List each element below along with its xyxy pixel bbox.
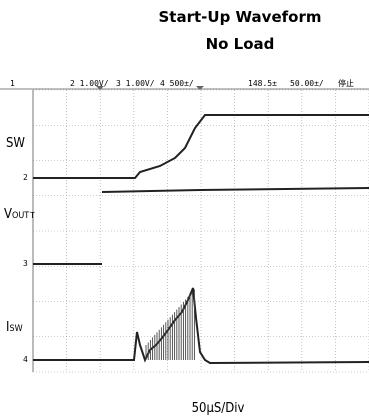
toolbar: 1 2 1.00V/ 3 1.00V/ 4 500±/ 148.5± 50.00… [0, 78, 369, 90]
toolbar-timebase: 50.00±/ [290, 79, 324, 88]
label-sw: SW [6, 136, 25, 151]
toolbar-ch3: 3 1.00V/ [116, 79, 155, 88]
grid [33, 89, 369, 373]
isw-burst [145, 289, 195, 360]
footer-timebase: 50µS/Div [192, 401, 245, 416]
vout-trace [101, 187, 369, 193]
sw-trace [33, 114, 369, 179]
subtitle: No Load [206, 35, 275, 53]
marker-ch2: 2 [23, 173, 28, 182]
label-vout: VOUT [4, 207, 29, 222]
marker-ch3: 3 [23, 259, 28, 268]
marker-ch4: 4 [23, 355, 28, 364]
waveforms [33, 114, 369, 365]
title: Start-Up Waveform [159, 8, 322, 26]
toolbar-position: 148.5± [248, 79, 277, 88]
isw-trace [33, 287, 369, 365]
toolbar-ch2: 2 1.00V/ [70, 79, 109, 88]
marker-trigger: T [30, 211, 35, 220]
toolbar-ch4: 4 500±/ [160, 79, 194, 88]
toolbar-status: 停止 [338, 78, 354, 88]
toolbar-ch1: 1 [10, 79, 15, 88]
label-isw: ISW [6, 320, 23, 335]
